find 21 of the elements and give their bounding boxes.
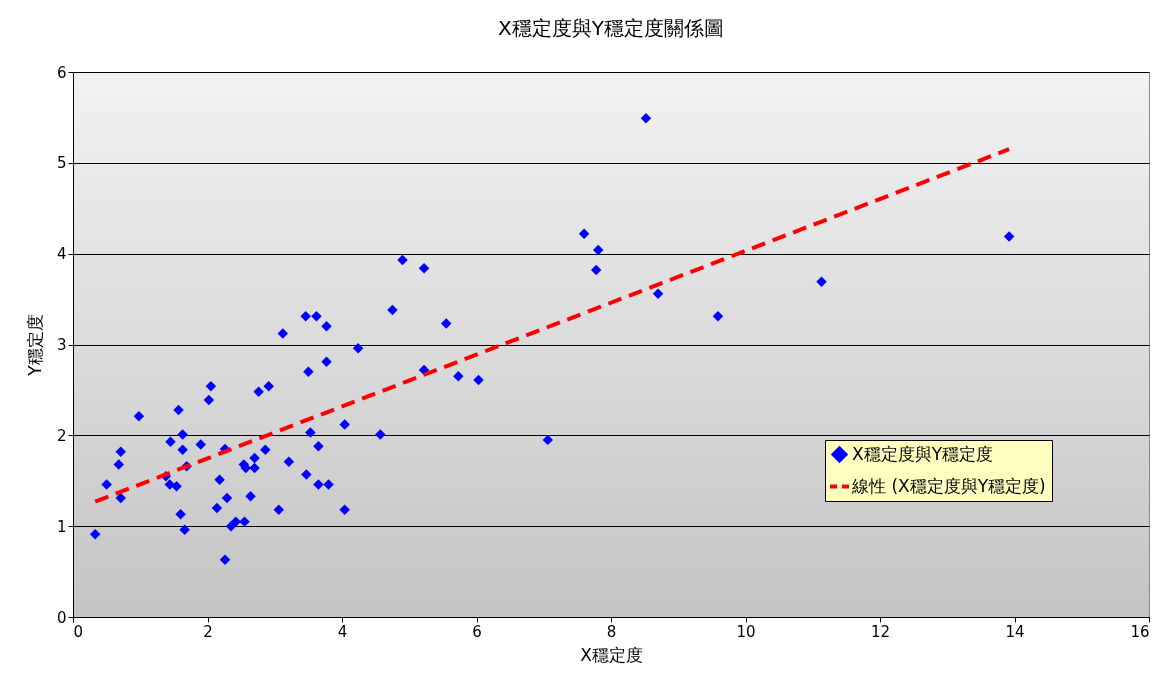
x-tick-label: 14: [1005, 622, 1025, 641]
y-tick-label: 2: [56, 426, 67, 445]
x-tick-label: 10: [736, 622, 756, 641]
x-tick-label: 6: [472, 622, 482, 641]
x-tick-label: 8: [606, 622, 617, 641]
chart-title: X穩定度與Y穩定度關係圖: [498, 16, 724, 40]
y-tick-label: 0: [56, 608, 67, 627]
x-axis-title: X穩定度: [580, 644, 643, 665]
legend-label: 線性 (X穩定度與Y穩定度): [851, 475, 1046, 496]
x-tick-label: 12: [870, 622, 891, 641]
y-tick-label: 4: [56, 245, 67, 264]
y-tick-label: 5: [56, 154, 67, 173]
y-tick-label: 6: [56, 63, 67, 82]
x-tick-label: 4: [337, 622, 348, 641]
y-axis-title: Y穩定度: [24, 314, 45, 377]
x-tick-label: 16: [1130, 622, 1150, 641]
x-tick-label: 0: [73, 622, 84, 641]
y-tick-label: 1: [56, 517, 67, 536]
y-tick-label: 3: [56, 336, 67, 354]
legend-label: X穩定度與Y穩定度: [852, 443, 994, 464]
x-tick-label: 2: [203, 622, 213, 641]
